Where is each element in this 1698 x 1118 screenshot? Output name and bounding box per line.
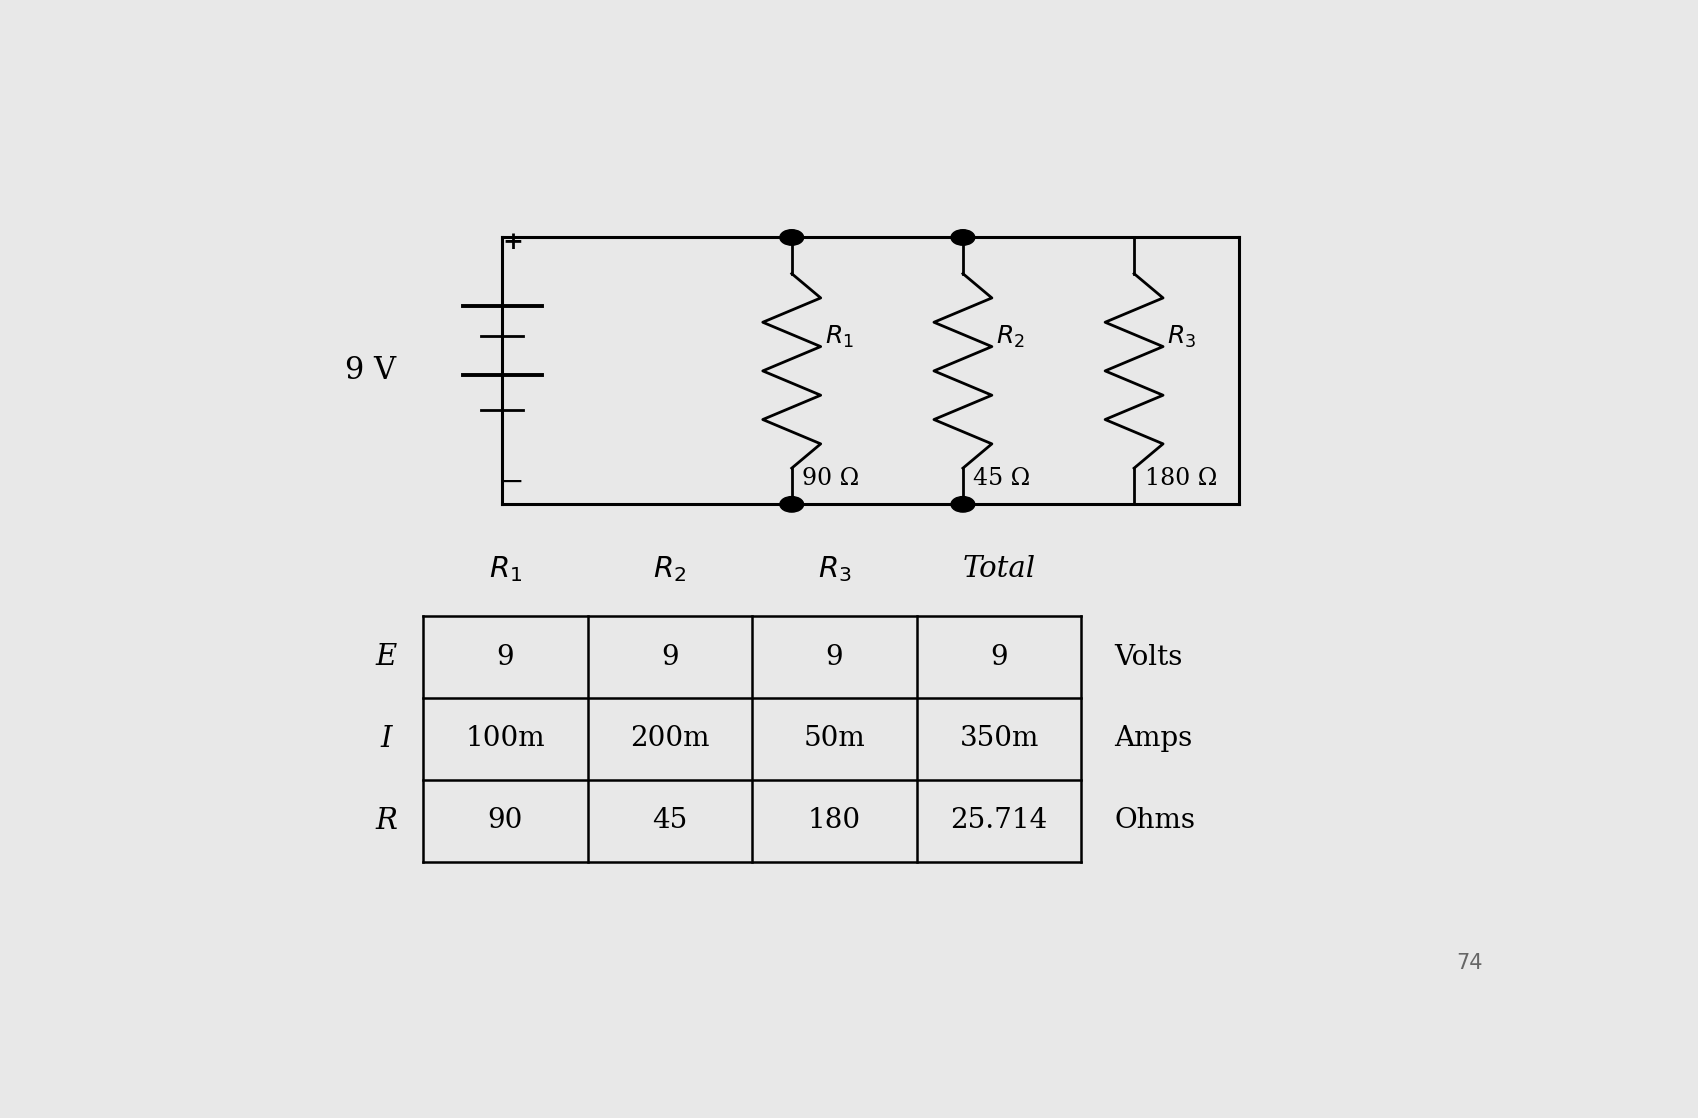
Text: 90 Ω: 90 Ω [801,467,859,490]
Text: 180: 180 [808,807,861,834]
Text: E: E [375,643,397,671]
Text: $R_1$: $R_1$ [489,555,521,584]
Text: Amps: Amps [1114,726,1192,752]
Text: $R_3$: $R_3$ [817,555,851,584]
Text: 200m: 200m [630,726,710,752]
Text: 350m: 350m [959,726,1037,752]
Text: 90: 90 [487,807,523,834]
Text: $R_2$: $R_2$ [654,555,686,584]
Text: Ohms: Ohms [1114,807,1195,834]
Text: I: I [380,724,392,752]
Text: Volts: Volts [1114,644,1182,671]
Text: −: − [501,470,525,496]
Circle shape [779,229,803,245]
Text: 9: 9 [990,644,1007,671]
Text: 9: 9 [661,644,678,671]
Text: $R_3$: $R_3$ [1167,323,1195,350]
Text: +: + [503,230,523,254]
Text: $R_2$: $R_2$ [995,323,1024,350]
Text: 45 Ω: 45 Ω [973,467,1031,490]
Text: 45: 45 [652,807,688,834]
Circle shape [951,229,975,245]
Text: 25.714: 25.714 [949,807,1048,834]
Text: 9: 9 [496,644,514,671]
Text: R: R [375,807,397,835]
Circle shape [951,496,975,512]
Text: Total: Total [963,555,1036,582]
Text: 9: 9 [825,644,842,671]
Text: 74: 74 [1455,954,1482,974]
Text: 50m: 50m [803,726,864,752]
Text: $R_1$: $R_1$ [824,323,852,350]
Circle shape [779,496,803,512]
Text: 9 V: 9 V [345,356,396,387]
Text: 100m: 100m [465,726,545,752]
Text: 180 Ω: 180 Ω [1144,467,1216,490]
